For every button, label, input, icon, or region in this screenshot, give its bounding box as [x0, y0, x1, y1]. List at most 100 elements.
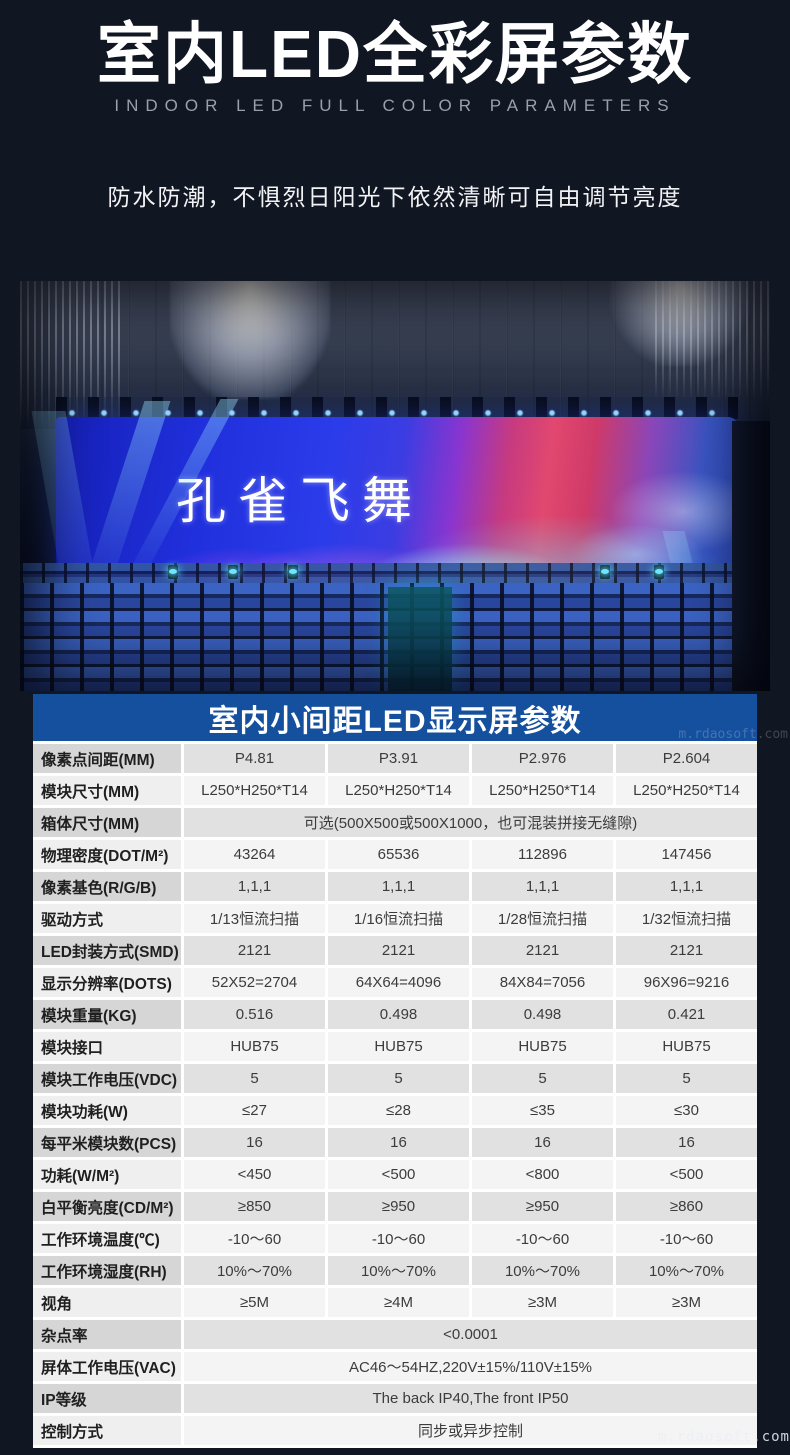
spec-label: 箱体尺寸(MM) [33, 808, 181, 837]
moving-head-light [288, 565, 298, 579]
spec-label: 驱动方式 [33, 904, 181, 933]
spec-value: 1/13恒流扫描 [184, 904, 325, 933]
spec-value: 0.516 [184, 1000, 325, 1029]
spec-value-span: 可选(500X500或500X1000，也可混装拼接无缝隙) [184, 808, 757, 837]
watermark-top: m.rdaosoft.com [678, 727, 788, 742]
spec-value-span: <0.0001 [184, 1320, 757, 1349]
spec-value: 1,1,1 [616, 872, 757, 901]
watermark-bottom: m.rdaosoft.com [657, 1429, 790, 1445]
spec-value: 96X96=9216 [616, 968, 757, 997]
spec-value: P2.976 [472, 744, 613, 773]
moving-head-light [228, 565, 238, 579]
chandelier [610, 281, 750, 366]
spec-label: 物理密度(DOT/M²) [33, 840, 181, 869]
spec-label: 功耗(W/M²) [33, 1160, 181, 1189]
spec-label: 杂点率 [33, 1320, 181, 1349]
table-title: 室内小间距LED显示屏参数 [33, 694, 757, 741]
spec-value: HUB75 [184, 1032, 325, 1061]
spec-value: 84X84=7056 [472, 968, 613, 997]
spec-label: 模块功耗(W) [33, 1096, 181, 1125]
spec-value: <800 [472, 1160, 613, 1189]
spec-value: 2121 [328, 936, 469, 965]
stage-light-rig [56, 397, 738, 419]
spec-value: 65536 [328, 840, 469, 869]
spec-value: ≤28 [328, 1096, 469, 1125]
spec-value: 16 [616, 1128, 757, 1157]
spec-value: ≥950 [472, 1192, 613, 1221]
spec-value: 2121 [184, 936, 325, 965]
spec-value: L250*H250*T14 [328, 776, 469, 805]
moving-head-light [168, 565, 178, 579]
spec-value: P2.604 [616, 744, 757, 773]
spec-value-span: AC46～54HZ,220V±15%/110V±15% [184, 1352, 757, 1381]
spec-label: 显示分辨率(DOTS) [33, 968, 181, 997]
spec-value: -10～60 [184, 1224, 325, 1253]
spec-value: <450 [184, 1160, 325, 1189]
spec-value: 147456 [616, 840, 757, 869]
center-aisle [387, 587, 452, 691]
spec-value: 1/16恒流扫描 [328, 904, 469, 933]
spec-value: 52X52=2704 [184, 968, 325, 997]
spec-value: 1/32恒流扫描 [616, 904, 757, 933]
spec-value: ≥5M [184, 1288, 325, 1317]
spec-value: ≥950 [328, 1192, 469, 1221]
spec-value-span: The back IP40,The front IP50 [184, 1384, 757, 1413]
spec-table: 像素点间距(MM) P4.81 P3.91 P2.976 P2.604 模块尺寸(MM) L… [33, 741, 757, 1445]
spec-label: LED封装方式(SMD) [33, 936, 181, 965]
spec-value: L250*H250*T14 [184, 776, 325, 805]
moving-head-light [654, 565, 664, 579]
spec-value: 16 [472, 1128, 613, 1157]
spec-value: 16 [184, 1128, 325, 1157]
spec-value: 1,1,1 [184, 872, 325, 901]
spec-value: 0.498 [328, 1000, 469, 1029]
hero-header: 室内LED全彩屏参数 INDOOR LED FULL COLOR PARAMET… [0, 0, 790, 212]
spec-value: HUB75 [472, 1032, 613, 1061]
spec-value: 5 [472, 1064, 613, 1093]
spec-value: 43264 [184, 840, 325, 869]
screen-text: 孔雀飞舞 [176, 473, 424, 529]
page-title: 室内LED全彩屏参数 [97, 16, 693, 92]
chandelier [170, 281, 330, 399]
spec-value: ≥850 [184, 1192, 325, 1221]
spec-value: 5 [616, 1064, 757, 1093]
spec-label: 屏体工作电压(VAC) [33, 1352, 181, 1381]
spec-label: 模块重量(KG) [33, 1000, 181, 1029]
spec-value: ≤27 [184, 1096, 325, 1125]
tagline: 防水防潮，不惧烈日阳光下依然清晰可自由调节亮度 [107, 184, 683, 210]
pillar [732, 421, 770, 691]
spec-value: -10～60 [616, 1224, 757, 1253]
spec-value: 0.421 [616, 1000, 757, 1029]
spec-value: L250*H250*T14 [472, 776, 613, 805]
spec-label: 工作环境湿度(RH) [33, 1256, 181, 1285]
led-screen: 孔雀飞舞 [56, 417, 738, 589]
spec-label: IP等级 [33, 1384, 181, 1413]
spec-value: <500 [616, 1160, 757, 1189]
spec-value: -10～60 [472, 1224, 613, 1253]
spec-value: ≥4M [328, 1288, 469, 1317]
spec-value: 112896 [472, 840, 613, 869]
spec-label: 模块接口 [33, 1032, 181, 1061]
spec-value: 10%～70% [328, 1256, 469, 1285]
spec-value: 10%～70% [472, 1256, 613, 1285]
spec-value: 16 [328, 1128, 469, 1157]
spec-label: 白平衡亮度(CD/M²) [33, 1192, 181, 1221]
spec-label: 工作环境温度(℃) [33, 1224, 181, 1253]
crystal-fringe [655, 281, 770, 401]
spec-value: ≥3M [616, 1288, 757, 1317]
spec-value: 64X64=4096 [328, 968, 469, 997]
spec-value: -10～60 [328, 1224, 469, 1253]
spec-label: 像素基色(R/G/B) [33, 872, 181, 901]
spec-value: 10%～70% [616, 1256, 757, 1285]
screen-graphics [56, 417, 738, 589]
spec-value: 2121 [616, 936, 757, 965]
ballroom-led-photo: 孔雀飞舞 [20, 281, 770, 691]
spec-value: 1,1,1 [328, 872, 469, 901]
spec-value: 1/28恒流扫描 [472, 904, 613, 933]
moving-head-light [600, 565, 610, 579]
spec-section: 室内小间距LED显示屏参数 像素点间距(MM) P4.81 P3.91 P2.976 P… [33, 694, 757, 1448]
spec-label: 控制方式 [33, 1416, 181, 1445]
photo-vignette [20, 281, 770, 691]
spec-value: P4.81 [184, 744, 325, 773]
spec-value: P3.91 [328, 744, 469, 773]
spec-label: 视角 [33, 1288, 181, 1317]
